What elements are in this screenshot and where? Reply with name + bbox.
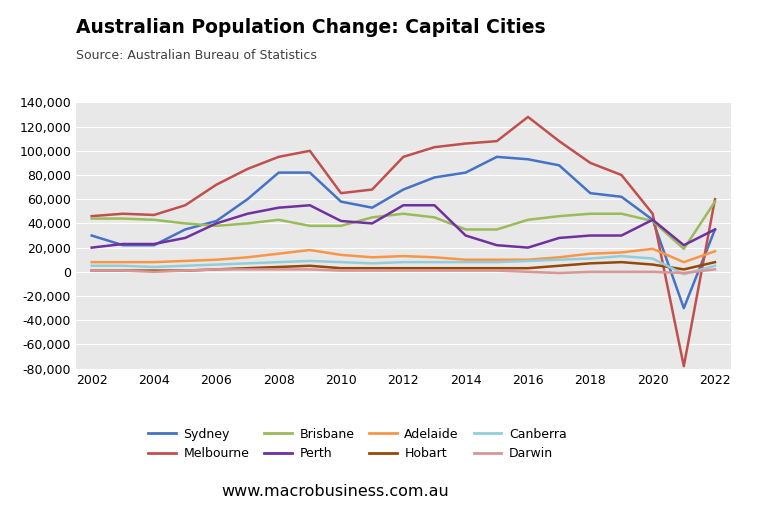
Legend: Sydney, Melbourne, Brisbane, Perth, Adelaide, Hobart, Canberra, Darwin: Sydney, Melbourne, Brisbane, Perth, Adel… (144, 423, 572, 465)
Text: BUSINESS: BUSINESS (618, 65, 687, 77)
Text: Australian Population Change: Capital Cities: Australian Population Change: Capital Ci… (76, 18, 546, 37)
Text: MACRO: MACRO (619, 35, 686, 50)
Text: www.macrobusiness.com.au: www.macrobusiness.com.au (221, 484, 449, 499)
Text: Source: Australian Bureau of Statistics: Source: Australian Bureau of Statistics (76, 49, 317, 61)
